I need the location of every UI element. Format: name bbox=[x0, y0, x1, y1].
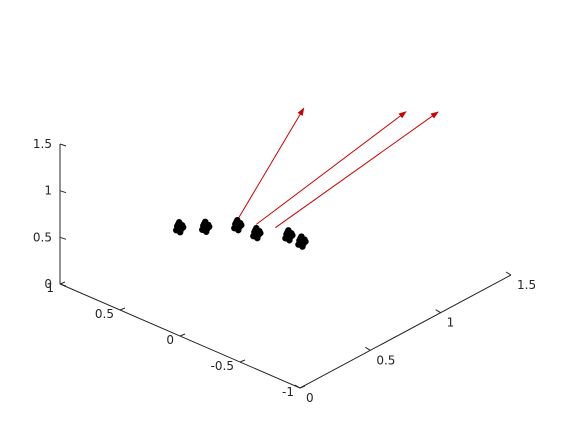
x-tick bbox=[119, 307, 126, 311]
y-tick-label: 0.5 bbox=[376, 353, 395, 367]
data-point bbox=[297, 235, 304, 242]
z-tick-label: 0 bbox=[44, 277, 52, 291]
vectors-layer bbox=[236, 107, 439, 229]
z-tick bbox=[59, 236, 67, 240]
data-point bbox=[235, 226, 242, 234]
z-tick-label: 0.5 bbox=[33, 230, 52, 244]
z-tick bbox=[59, 190, 67, 194]
point-cluster bbox=[172, 219, 187, 236]
x-tick-label: 0.5 bbox=[95, 307, 114, 321]
x-tick bbox=[59, 281, 66, 285]
data-point bbox=[203, 228, 210, 235]
data-point bbox=[206, 223, 213, 230]
point-cluster bbox=[295, 233, 309, 250]
point-cluster bbox=[250, 224, 264, 242]
data-point bbox=[286, 237, 293, 244]
z-tick bbox=[59, 283, 67, 287]
x-tick bbox=[179, 333, 186, 337]
y-tick bbox=[435, 309, 441, 314]
y-tick bbox=[505, 271, 512, 276]
data-point bbox=[299, 243, 306, 250]
x-tick-label: -0.5 bbox=[211, 359, 234, 373]
data-point bbox=[233, 218, 240, 226]
x-tick-label: -1 bbox=[282, 385, 294, 399]
data-point bbox=[238, 221, 245, 229]
y-tick bbox=[294, 384, 301, 389]
data-point bbox=[302, 238, 309, 245]
point-cluster bbox=[231, 216, 245, 234]
y-tick bbox=[365, 346, 371, 351]
axes-layer bbox=[59, 144, 512, 389]
points-layer bbox=[172, 216, 309, 250]
z-tick bbox=[59, 143, 67, 147]
x-tick bbox=[239, 359, 246, 363]
y-tick-label: 0 bbox=[306, 391, 314, 405]
y-axis-line bbox=[299, 274, 512, 389]
y-tick-label: 1 bbox=[447, 316, 455, 330]
vector-arrow bbox=[275, 111, 439, 229]
point-cluster bbox=[199, 218, 213, 235]
z-tick-label: 1.5 bbox=[33, 137, 52, 151]
data-point bbox=[289, 232, 296, 239]
data-point bbox=[174, 221, 182, 228]
point-cluster bbox=[282, 227, 296, 244]
x-tick-label: 0 bbox=[166, 333, 174, 347]
y-tick-label: 1.5 bbox=[517, 278, 536, 292]
data-point bbox=[284, 229, 291, 236]
data-point bbox=[179, 224, 187, 231]
vector-arrow bbox=[236, 107, 305, 221]
data-point bbox=[254, 234, 261, 242]
data-point bbox=[257, 229, 264, 237]
x-tick-label: 1 bbox=[46, 281, 54, 295]
vector-arrow bbox=[256, 111, 407, 225]
z-tick-label: 1 bbox=[44, 184, 52, 198]
data-point bbox=[201, 220, 208, 227]
x-tick bbox=[299, 385, 306, 389]
data-point bbox=[252, 226, 259, 234]
data-point bbox=[176, 229, 184, 236]
